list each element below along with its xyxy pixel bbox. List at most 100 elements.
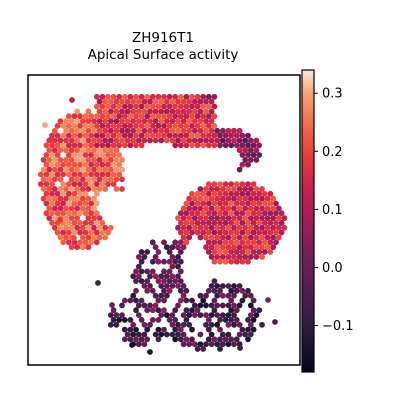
spot-upper-left-arc bbox=[63, 195, 69, 202]
spot-bottom-cluster bbox=[225, 283, 232, 289]
spot-upper-left-arc bbox=[88, 181, 95, 188]
spot-bottom-cluster bbox=[141, 331, 148, 338]
spot-upper-left-arc bbox=[57, 234, 64, 241]
spot-top-band bbox=[177, 142, 184, 149]
spot-top-band bbox=[93, 93, 100, 100]
spot-right-middle-lobe bbox=[231, 224, 237, 231]
spot-right-middle-lobe bbox=[222, 239, 229, 246]
spot-right-middle-lobe bbox=[275, 215, 282, 222]
spot-right-middle-lobe bbox=[228, 181, 235, 188]
spot-upper-left-arc bbox=[65, 132, 72, 139]
spot-top-band bbox=[211, 103, 218, 110]
spot-upper-left-arc bbox=[57, 118, 64, 124]
spot-bottom-cluster bbox=[228, 297, 235, 304]
spot-inner-top-edge bbox=[247, 157, 254, 163]
spot-right-middle-lobe bbox=[189, 200, 195, 207]
spot-right-middle-lobe bbox=[225, 186, 232, 192]
spot-top-band bbox=[166, 93, 173, 100]
spot-upper-left-arc bbox=[63, 118, 69, 124]
spot-upper-left-arc bbox=[116, 171, 123, 178]
spot-top-band bbox=[166, 103, 173, 110]
spot-upper-left-arc bbox=[113, 176, 120, 183]
spot-top-band bbox=[147, 98, 153, 105]
spot-upper-left-arc bbox=[57, 224, 64, 231]
spot-bottom-cluster bbox=[233, 287, 240, 294]
spot-top-band bbox=[119, 118, 125, 124]
spot-upper-left-arc bbox=[110, 181, 117, 188]
spot-upper-left-arc bbox=[113, 147, 120, 154]
spot-upper-left-arc bbox=[96, 157, 103, 163]
spot-top-band bbox=[93, 123, 100, 129]
plot-area-frame bbox=[27, 74, 301, 366]
spot-right-middle-lobe bbox=[180, 205, 187, 212]
spot-upper-left-arc bbox=[46, 176, 53, 183]
spot-lower-stem bbox=[138, 278, 145, 284]
spot-right-middle-lobe bbox=[264, 224, 271, 231]
spot-right-middle-lobe bbox=[217, 249, 223, 255]
spot-right-middle-lobe bbox=[194, 190, 201, 197]
spot-right-middle-lobe bbox=[228, 190, 235, 197]
spot-top-band bbox=[121, 103, 128, 110]
spot-upper-left-arc bbox=[54, 152, 61, 158]
spot-bottom-cluster bbox=[180, 312, 187, 318]
spot-upper-left-arc bbox=[68, 205, 75, 212]
spot-top-band bbox=[208, 108, 215, 115]
spot-upper-left-arc bbox=[88, 113, 95, 120]
spot-upper-left-arc bbox=[77, 161, 83, 168]
spot-bottom-cluster bbox=[247, 331, 254, 338]
spot-upper-left-arc bbox=[96, 166, 103, 173]
spot-top-band bbox=[127, 103, 134, 110]
spot-upper-left-arc bbox=[46, 147, 53, 154]
spot-upper-left-arc bbox=[54, 190, 61, 197]
spot-top-band bbox=[113, 98, 120, 105]
spot-bottom-cluster bbox=[217, 326, 223, 333]
spot-bottom-cluster bbox=[217, 336, 223, 343]
spot-upper-left-arc bbox=[107, 157, 114, 163]
spot-upper-left-arc bbox=[49, 132, 55, 139]
spot-upper-left-arc bbox=[77, 142, 83, 149]
spot-top-band bbox=[93, 103, 100, 110]
spot-right-middle-lobe bbox=[239, 229, 246, 236]
spot-bottom-cluster bbox=[236, 302, 243, 309]
spot-right-middle-lobe bbox=[211, 200, 218, 207]
spot-inner-top-edge bbox=[253, 157, 260, 163]
spot-bottom-cluster bbox=[180, 341, 187, 348]
spot-top-band bbox=[177, 103, 184, 110]
spot-inner-top-edge bbox=[250, 152, 257, 158]
spot-right-middle-lobe bbox=[219, 234, 226, 241]
spot-top-band bbox=[149, 103, 156, 110]
spot-top-band bbox=[163, 98, 170, 105]
spot-upper-left-arc bbox=[63, 205, 69, 212]
spot-inner-top-edge bbox=[253, 137, 260, 144]
spot-upper-left-arc bbox=[49, 181, 55, 188]
spot-bottom-cluster bbox=[222, 317, 229, 323]
spot-right-middle-lobe bbox=[217, 210, 223, 217]
spot-right-middle-lobe bbox=[264, 205, 271, 212]
spot-top-band bbox=[186, 118, 193, 124]
spot-upper-left-arc bbox=[82, 200, 89, 207]
spot-bottom-cluster bbox=[116, 317, 123, 323]
spot-upper-left-arc bbox=[60, 239, 67, 246]
spot-top-band bbox=[107, 127, 114, 134]
spot-inner-top-edge bbox=[245, 152, 251, 158]
spot-upper-left-arc bbox=[96, 224, 103, 231]
spot-lower-stem bbox=[175, 263, 181, 270]
spot-upper-left-arc bbox=[68, 118, 75, 124]
spot-right-middle-lobe bbox=[203, 224, 209, 231]
spot-top-band bbox=[130, 137, 137, 144]
spot-lower-stem bbox=[141, 283, 148, 289]
spot-bottom-cluster bbox=[109, 302, 115, 308]
spot-top-band bbox=[96, 98, 103, 105]
spot-top-band bbox=[105, 103, 111, 110]
spot-right-middle-lobe bbox=[225, 224, 232, 231]
spot-upper-left-arc bbox=[82, 113, 89, 120]
spot-upper-left-arc bbox=[88, 210, 95, 217]
spot-inner-top-edge bbox=[256, 152, 263, 158]
spot-upper-left-arc bbox=[113, 166, 120, 173]
spot-upper-left-arc bbox=[37, 171, 44, 178]
spot-upper-left-arc bbox=[65, 190, 72, 197]
spot-bottom-cluster bbox=[247, 321, 254, 328]
spot-upper-left-arc bbox=[102, 234, 109, 241]
spot-lower-stem bbox=[158, 273, 165, 280]
spot-lower-stem bbox=[177, 297, 184, 304]
